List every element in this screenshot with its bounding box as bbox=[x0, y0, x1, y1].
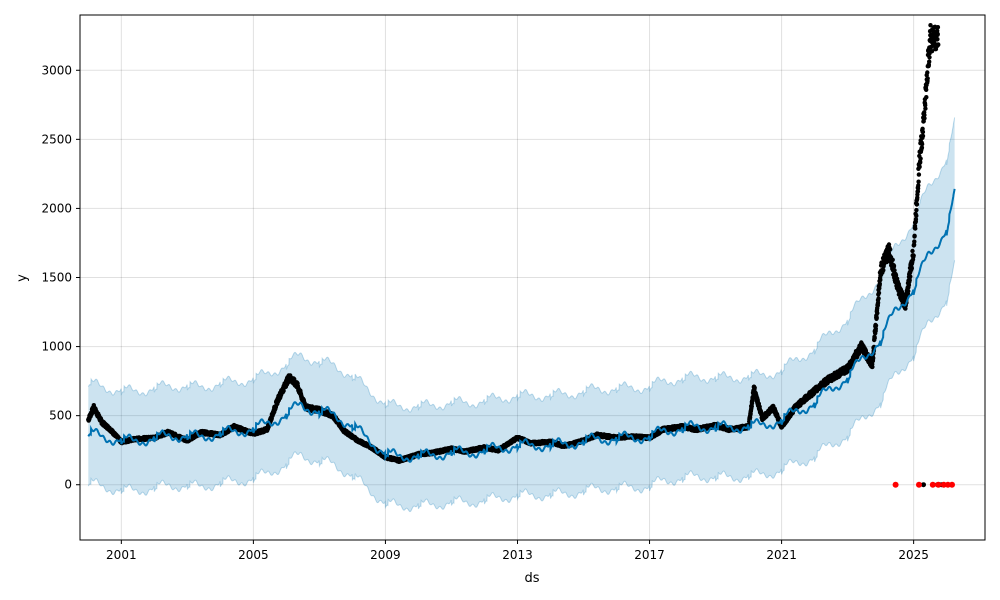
observed-point bbox=[872, 335, 877, 341]
observed-point bbox=[890, 257, 895, 262]
observed-point bbox=[873, 323, 879, 328]
observed-point bbox=[875, 310, 880, 316]
observed-point bbox=[877, 281, 882, 286]
uncertainty-band bbox=[88, 117, 955, 512]
uncertainty-lower-edge bbox=[87, 260, 956, 513]
observed-point bbox=[870, 364, 875, 370]
grid bbox=[80, 15, 985, 540]
observed-point bbox=[281, 388, 286, 394]
observed-point bbox=[876, 290, 882, 296]
observed-point bbox=[876, 296, 881, 301]
observed-point bbox=[871, 355, 876, 361]
observed-point bbox=[907, 278, 912, 283]
uncertainty-upper-edge bbox=[87, 117, 956, 413]
observed-point bbox=[888, 247, 893, 252]
observed-point bbox=[878, 277, 883, 283]
observed-point bbox=[891, 263, 897, 269]
observed-point bbox=[874, 315, 879, 320]
observed-point bbox=[752, 385, 757, 390]
observed-point bbox=[875, 300, 881, 305]
observed-point bbox=[881, 268, 886, 273]
